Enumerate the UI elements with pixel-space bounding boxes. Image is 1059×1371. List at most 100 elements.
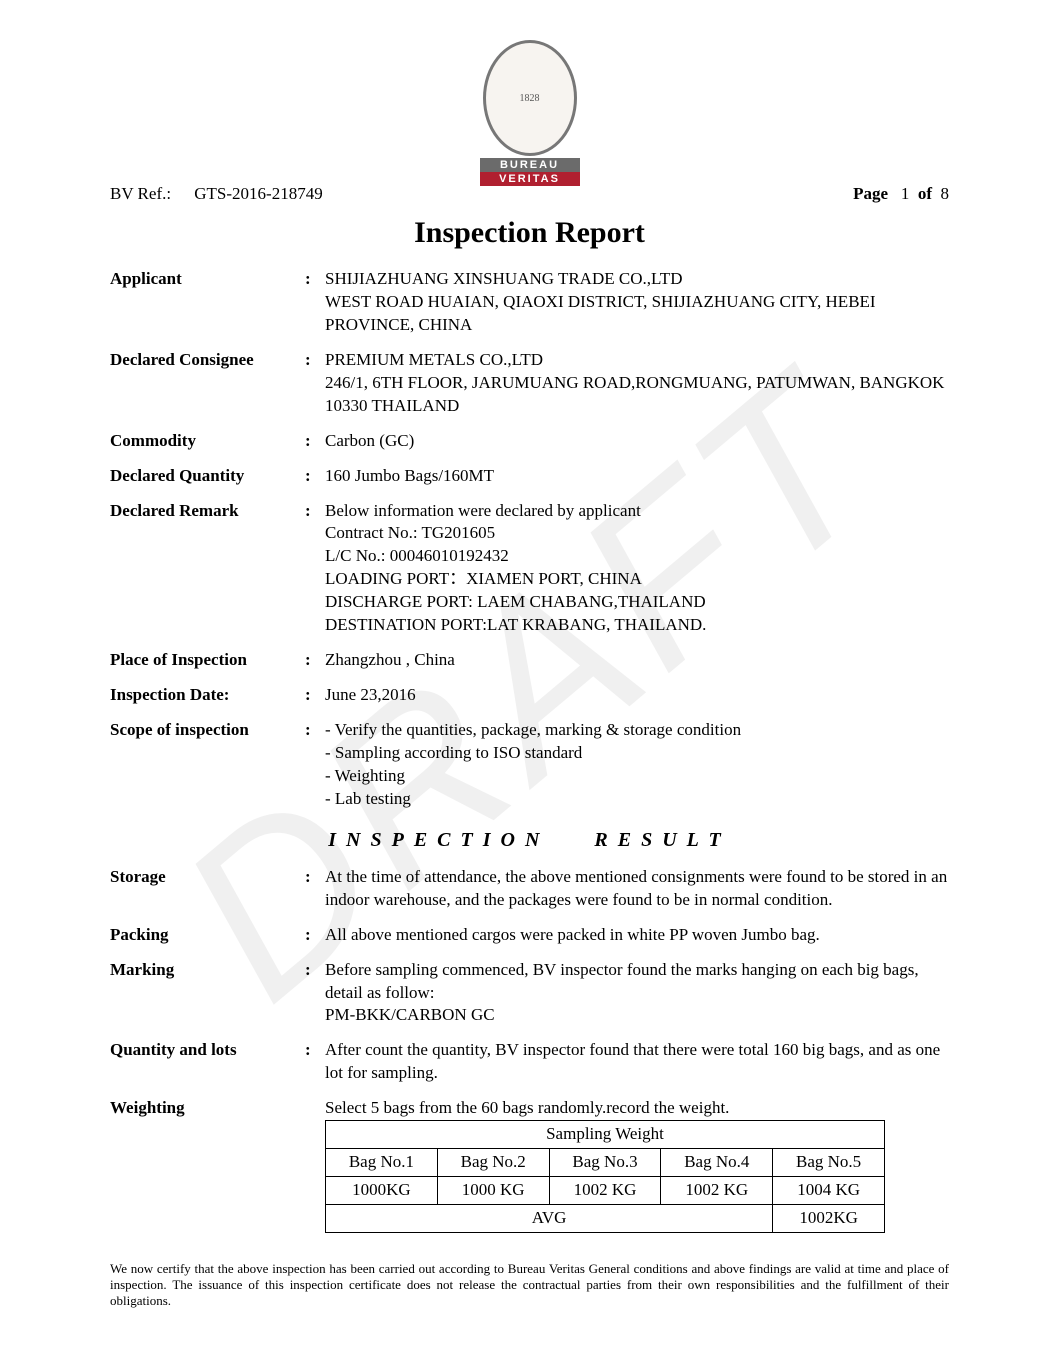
field-quantity: Declared Quantity : 160 Jumbo Bags/160MT: [110, 465, 949, 488]
field-value: Select 5 bags from the 60 bags randomly.…: [325, 1097, 949, 1233]
result-packing: Packing : All above mentioned cargos wer…: [110, 924, 949, 947]
field-colon: [305, 1097, 325, 1120]
page-sep: of: [918, 184, 932, 203]
field-label: Place of Inspection: [110, 649, 305, 672]
page-current: 1: [901, 184, 910, 203]
field-colon: :: [305, 430, 325, 453]
text-line: Zhangzhou , China: [325, 649, 949, 672]
table-cell: Bag No.1: [326, 1149, 438, 1177]
certification-footer: We now certify that the above inspection…: [110, 1261, 949, 1310]
result-lots: Quantity and lots : After count the quan…: [110, 1039, 949, 1085]
table-cell: 1002 KG: [661, 1177, 773, 1205]
field-remark: Declared Remark : Below information were…: [110, 500, 949, 638]
field-label: Storage: [110, 866, 305, 889]
logo-block: 1828 BUREAU VERITAS: [110, 40, 949, 186]
text-line: Carbon (GC): [325, 430, 949, 453]
logo-badge: BUREAU VERITAS: [480, 158, 580, 186]
text-line: WEST ROAD HUAIAN, QIAOXI DISTRICT, SHIJI…: [325, 291, 949, 337]
field-label: Scope of inspection: [110, 719, 305, 742]
field-place: Place of Inspection : Zhangzhou , China: [110, 649, 949, 672]
weighting-intro: Select 5 bags from the 60 bags randomly.…: [325, 1097, 949, 1120]
text-line: L/C No.: 00046010192432: [325, 545, 949, 568]
field-colon: :: [305, 268, 325, 291]
document-page: DRAFT 1828 BUREAU VERITAS BV Ref.: GTS-2…: [0, 0, 1059, 1371]
table-cell: 1000KG: [326, 1177, 438, 1205]
text-line: PREMIUM METALS CO.,LTD: [325, 349, 949, 372]
text-line: - Lab testing: [325, 788, 949, 811]
table-cell: 1002 KG: [549, 1177, 661, 1205]
result-weighting: Weighting Select 5 bags from the 60 bags…: [110, 1097, 949, 1233]
text-line: LOADING PORT：XIAMEN PORT, CHINA: [325, 568, 949, 591]
field-value: 160 Jumbo Bags/160MT: [325, 465, 949, 488]
field-colon: :: [305, 349, 325, 372]
page-total: 8: [941, 184, 950, 203]
text-line: June 23,2016: [325, 684, 949, 707]
avg-label-cell: AVG: [326, 1205, 773, 1233]
text-line: Before sampling commenced, BV inspector …: [325, 959, 949, 1005]
field-value: SHIJIAZHUANG XINSHUANG TRADE CO.,LTD WES…: [325, 268, 949, 337]
field-label: Weighting: [110, 1097, 305, 1120]
text-line: After count the quantity, BV inspector f…: [325, 1039, 949, 1085]
text-line: Below information were declared by appli…: [325, 500, 949, 523]
field-colon: :: [305, 959, 325, 982]
field-value: June 23,2016: [325, 684, 949, 707]
text-line: Contract No.: TG201605: [325, 522, 949, 545]
field-colon: :: [305, 866, 325, 889]
field-label: Declared Quantity: [110, 465, 305, 488]
field-label: Quantity and lots: [110, 1039, 305, 1062]
field-value: At the time of attendance, the above men…: [325, 866, 949, 912]
table-cell: 1000 KG: [437, 1177, 549, 1205]
table-cell: 1004 KG: [773, 1177, 885, 1205]
table-caption: Sampling Weight: [326, 1121, 885, 1149]
field-value: Before sampling commenced, BV inspector …: [325, 959, 949, 1028]
field-colon: :: [305, 500, 325, 523]
logo-year: 1828: [520, 93, 540, 104]
field-value: All above mentioned cargos were packed i…: [325, 924, 949, 947]
field-colon: :: [305, 1039, 325, 1062]
field-colon: :: [305, 719, 325, 742]
table-cell: Bag No.4: [661, 1149, 773, 1177]
text-line: All above mentioned cargos were packed i…: [325, 924, 949, 947]
avg-value-cell: 1002KG: [773, 1205, 885, 1233]
page-content: 1828 BUREAU VERITAS BV Ref.: GTS-2016-21…: [110, 40, 949, 1310]
field-scope: Scope of inspection : - Verify the quant…: [110, 719, 949, 811]
field-date: Inspection Date: : June 23,2016: [110, 684, 949, 707]
field-label: Inspection Date:: [110, 684, 305, 707]
header-right: Page 1 of 8: [853, 184, 949, 204]
text-line: At the time of attendance, the above men…: [325, 866, 949, 912]
table-row: Bag No.1 Bag No.2 Bag No.3 Bag No.4 Bag …: [326, 1149, 885, 1177]
header-row: BV Ref.: GTS-2016-218749 Page 1 of 8: [110, 184, 949, 204]
field-colon: :: [305, 684, 325, 707]
sampling-weight-table: Sampling Weight Bag No.1 Bag No.2 Bag No…: [325, 1120, 885, 1233]
field-colon: :: [305, 465, 325, 488]
table-cell: Bag No.2: [437, 1149, 549, 1177]
bv-logo-icon: 1828: [483, 40, 577, 156]
header-left: BV Ref.: GTS-2016-218749: [110, 184, 323, 204]
text-line: - Verify the quantities, package, markin…: [325, 719, 949, 742]
field-value: PREMIUM METALS CO.,LTD 246/1, 6TH FLOOR,…: [325, 349, 949, 418]
field-colon: :: [305, 649, 325, 672]
field-label: Declared Consignee: [110, 349, 305, 372]
text-line: 246/1, 6TH FLOOR, JARUMUANG ROAD,RONGMUA…: [325, 372, 949, 418]
field-value: Zhangzhou , China: [325, 649, 949, 672]
text-line: 160 Jumbo Bags/160MT: [325, 465, 949, 488]
ref-value: GTS-2016-218749: [194, 184, 322, 203]
field-value: - Verify the quantities, package, markin…: [325, 719, 949, 811]
field-commodity: Commodity : Carbon (GC): [110, 430, 949, 453]
field-label: Applicant: [110, 268, 305, 291]
field-consignee: Declared Consignee : PREMIUM METALS CO.,…: [110, 349, 949, 418]
logo-badge-top: BUREAU: [480, 158, 580, 172]
field-colon: :: [305, 924, 325, 947]
field-value: Carbon (GC): [325, 430, 949, 453]
field-label: Declared Remark: [110, 500, 305, 523]
field-label: Packing: [110, 924, 305, 947]
field-applicant: Applicant : SHIJIAZHUANG XINSHUANG TRADE…: [110, 268, 949, 337]
document-title: Inspection Report: [110, 216, 949, 250]
field-label: Commodity: [110, 430, 305, 453]
text-line: DISCHARGE PORT: LAEM CHABANG,THAILAND: [325, 591, 949, 614]
table-row: AVG 1002KG: [326, 1205, 885, 1233]
text-line: - Sampling according to ISO standard: [325, 742, 949, 765]
field-value: After count the quantity, BV inspector f…: [325, 1039, 949, 1085]
text-line: PM-BKK/CARBON GC: [325, 1004, 949, 1027]
field-label: Marking: [110, 959, 305, 982]
